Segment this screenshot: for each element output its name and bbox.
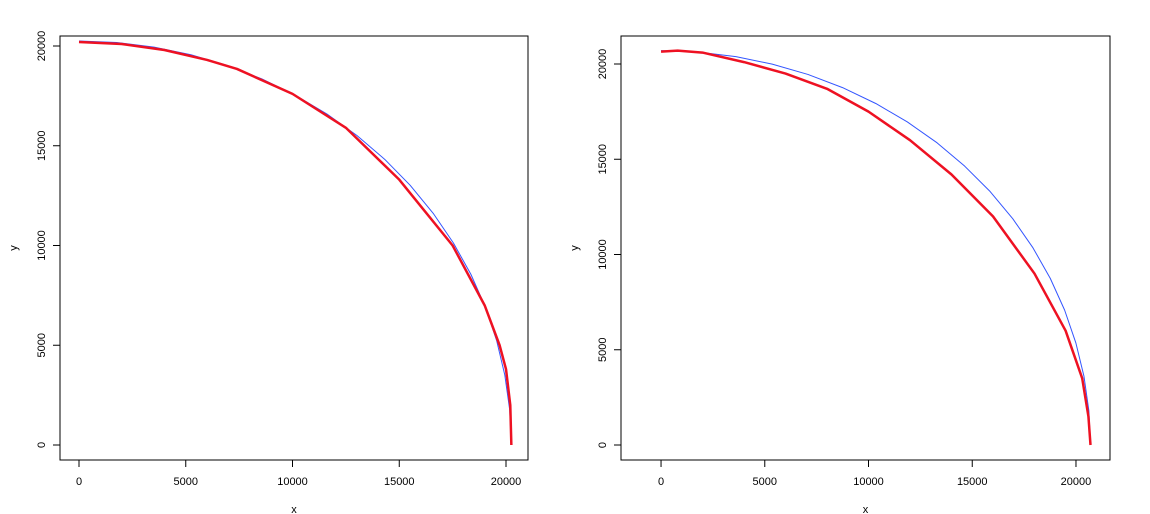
x-tick-label: 20000 [491,476,522,488]
y-tick-label: 5000 [36,333,48,357]
y-tick-label: 5000 [597,338,609,362]
series-line [661,50,1091,446]
plot-frame [620,35,1111,461]
y-axis-label: y [569,245,581,251]
series-line [660,49,1092,446]
panel: 0 5000 10000 15000 20000 0 5000 10000 15000 20000… [8,31,529,514]
x-axis-label: x [863,504,869,514]
y-tick-label: 0 [36,442,48,448]
y-axis-label: y [8,245,20,251]
series-line [78,40,513,446]
x-tick-label: 20000 [1061,476,1092,488]
x-tick-label: 0 [658,476,664,488]
x-tick-label: 5000 [174,476,198,488]
plot-frame [59,35,529,461]
y-tick-label: 20000 [36,31,48,62]
y-tick-label: 0 [597,442,609,448]
x-tick-label: 15000 [957,476,988,488]
y-tick-label: 10000 [597,239,609,270]
y-tick-label: 15000 [36,130,48,161]
panel: 0 5000 10000 15000 20000 0 5000 10000 15000 20000… [569,35,1111,514]
y-tick-label: 15000 [597,144,609,175]
x-axis-label: x [291,504,297,514]
x-tick-label: 0 [76,476,82,488]
y-tick-label: 10000 [36,230,48,261]
x-tick-label: 15000 [384,476,415,488]
series-line [78,40,512,446]
y-tick-label: 20000 [597,49,609,80]
x-tick-label: 10000 [853,476,884,488]
x-tick-label: 5000 [753,476,777,488]
x-tick-label: 10000 [277,476,308,488]
